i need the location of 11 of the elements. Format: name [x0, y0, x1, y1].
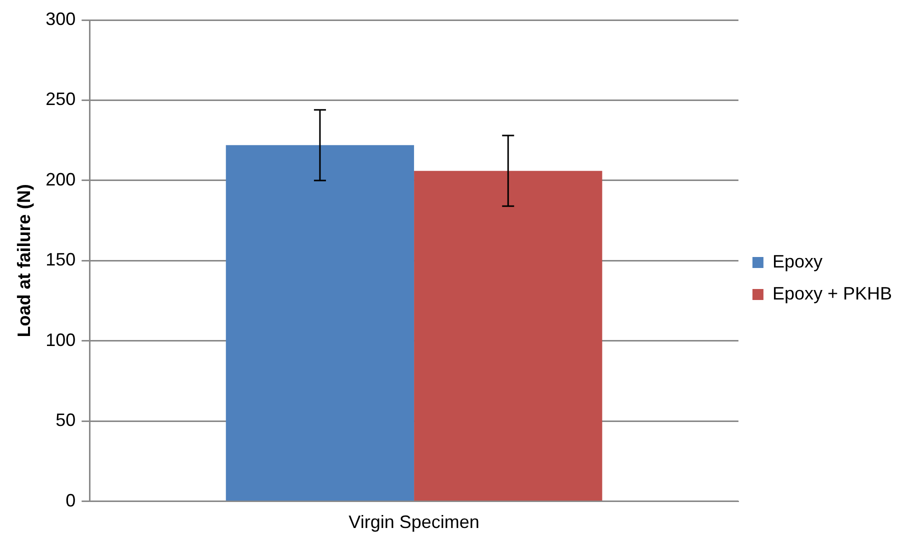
y-tick-label: 200 — [46, 169, 76, 190]
legend-label: Epoxy + PKHB — [772, 283, 892, 304]
y-tick-label: 150 — [46, 250, 76, 270]
y-tick-label: 0 — [66, 490, 76, 510]
y-tick-label: 50 — [56, 410, 76, 430]
legend-label: Epoxy — [772, 251, 822, 272]
y-tick-label: 300 — [46, 8, 76, 29]
x-tick-label: Virgin Specimen — [348, 512, 480, 532]
y-tick-label: 100 — [46, 330, 76, 350]
y-axis-title: Load at failure (N) — [14, 184, 34, 338]
y-tick-label: 250 — [46, 89, 76, 110]
